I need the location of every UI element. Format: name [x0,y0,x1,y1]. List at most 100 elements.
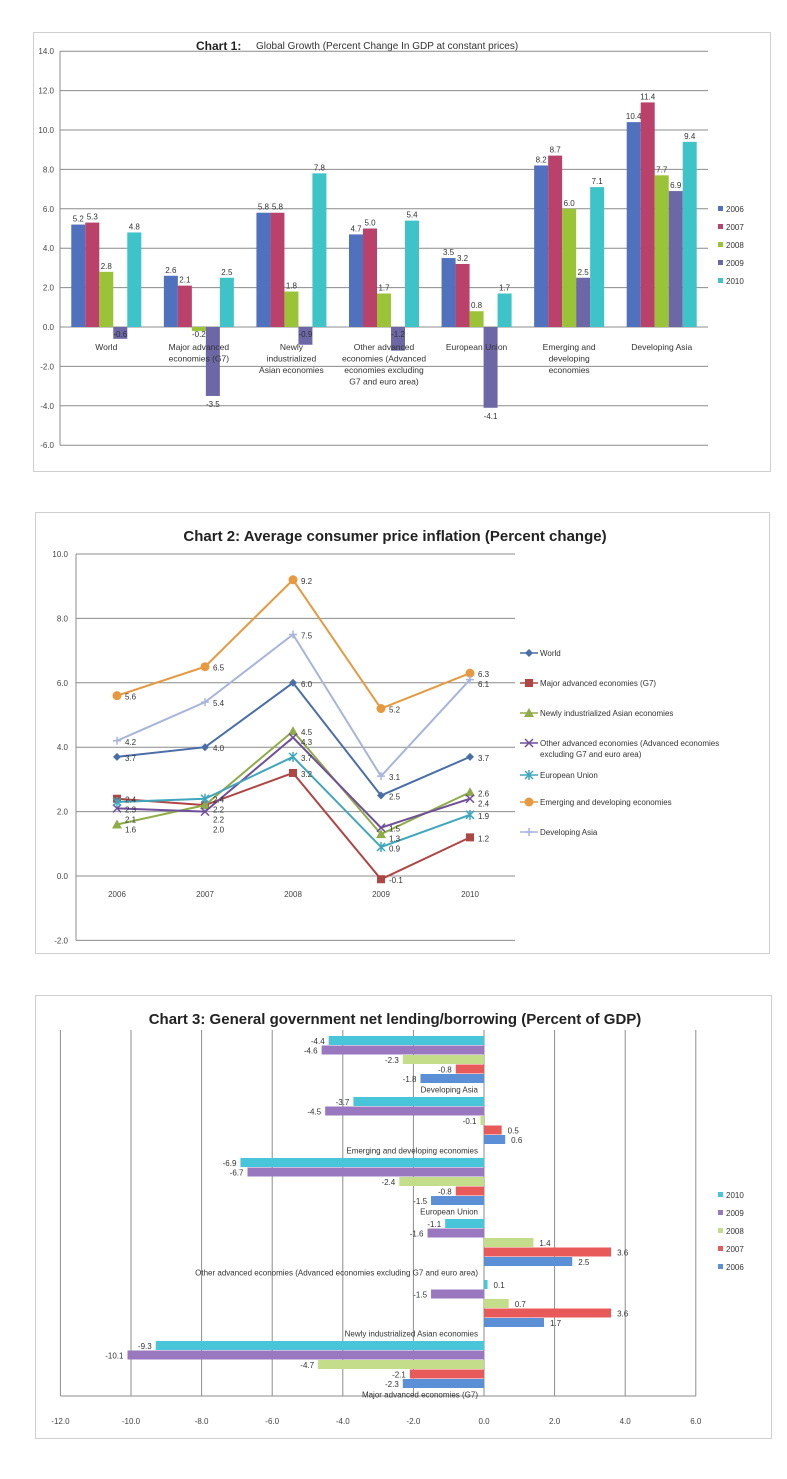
data-label: 3.7 [125,754,137,763]
data-label: -3.7 [336,1098,350,1107]
bar-2006 [484,1135,506,1144]
data-point-marker [465,809,475,820]
data-point-marker [201,743,209,752]
data-point-marker [200,662,210,672]
bar-2006 [256,212,271,327]
legend-marker [524,738,534,748]
bar-2009 [205,327,220,396]
data-point-marker [376,829,386,839]
data-label: 4.5 [301,728,313,737]
bar-2010 [484,1280,488,1289]
bar-2010 [497,293,512,327]
category-label: Newly industrialized Asian economies [345,1330,478,1339]
y-tick-label: 12.0 [38,87,54,96]
data-point-marker [376,842,386,853]
data-label: 3.2 [457,254,469,263]
data-label: 3.1 [389,773,401,782]
data-label: 5.2 [389,706,401,715]
data-label: 6.0 [301,680,313,689]
x-tick-label: 2.0 [549,1417,561,1426]
data-label: 4.8 [129,222,141,231]
y-tick-label: -6.0 [40,441,54,450]
data-label: -4.7 [300,1361,314,1370]
legend-label: 2010 [726,1191,744,1200]
data-label: 7.1 [592,177,604,186]
data-point-marker [465,794,475,804]
bar-2008 [562,208,577,327]
x-tick-label: -6.0 [265,1417,279,1426]
bar-2010 [155,1341,484,1350]
data-label: -0.1 [463,1117,477,1126]
bar-2009 [431,1289,484,1299]
category-label: Other advanced economies (Advanced econo… [195,1269,478,1278]
data-label: -2.1 [392,1371,406,1380]
bar-2007 [409,1369,484,1379]
data-label: 5.8 [258,203,270,212]
bar-2010 [682,141,697,327]
data-label: -6.7 [230,1169,244,1178]
x-tick-label: -4.0 [336,1417,350,1426]
legend-swatch-2006 [718,1264,723,1269]
y-tick-label: 14.0 [38,47,54,56]
data-label: -2.4 [381,1178,395,1187]
data-label: -0.8 [438,1188,452,1197]
x-tick-label: 2006 [108,890,126,899]
bar-2009 [298,327,313,345]
bar-2010 [590,187,605,327]
data-label: 5.0 [364,219,376,228]
data-point-marker [112,819,122,829]
data-point-marker [200,793,210,804]
bar-2007 [363,228,377,327]
category-label: Developing Asia [631,342,692,352]
x-tick-label: 0.0 [478,1417,490,1426]
data-point-marker [376,823,386,833]
data-point-marker [288,726,298,736]
legend-label: 2006 [726,1263,744,1272]
y-tick-label: 8.0 [43,165,55,174]
data-label: 4.2 [125,738,137,747]
data-label: 2.4 [125,796,137,805]
data-point-marker [376,704,386,714]
data-label: 3.6 [617,1310,629,1319]
legend-marker [524,770,534,780]
data-label: -0.9 [299,330,313,339]
bar-2008 [654,175,669,327]
data-label: 4.7 [350,224,362,233]
y-tick-label: 6.0 [57,679,69,688]
data-label: 6.5 [213,664,225,673]
data-label: 0.9 [389,845,401,854]
data-point-marker [377,875,385,884]
bar-2006 [626,122,641,328]
legend-swatch-2009 [718,1210,723,1215]
data-label: 2.5 [578,1258,590,1267]
legend-swatch-2008 [718,242,723,247]
y-tick-label: 0.0 [43,323,55,332]
bar-2007 [484,1308,612,1318]
bar-2010 [219,277,234,327]
data-label: 6.1 [478,680,490,689]
category-label: Major advanced economies (G7) [362,1391,478,1400]
y-tick-label: 10.0 [52,550,68,559]
data-label: 2.5 [221,268,233,277]
data-point-marker [465,787,475,797]
bar-2010 [405,220,419,327]
data-label: 1.8 [286,282,298,291]
bar-2008 [284,291,299,327]
data-point-marker [289,678,297,687]
legend-label: 2006 [726,205,744,214]
data-point-marker [288,575,298,585]
bar-2006 [484,1257,573,1266]
category-label: Developing Asia [421,1086,479,1095]
data-label: 2.2 [213,816,225,825]
data-label: 1.7 [499,284,511,293]
bar-2007 [455,1064,484,1074]
data-label: 10.4 [626,112,642,121]
data-label: -0.6 [113,330,127,339]
data-label: -2.3 [385,1056,399,1065]
data-label: 1.5 [389,825,401,834]
y-tick-label: 2.0 [43,284,55,293]
legend-label: 2010 [726,277,744,286]
data-point-marker [112,796,122,807]
data-label: -6.9 [223,1159,237,1168]
data-label: 2.3 [125,806,137,815]
